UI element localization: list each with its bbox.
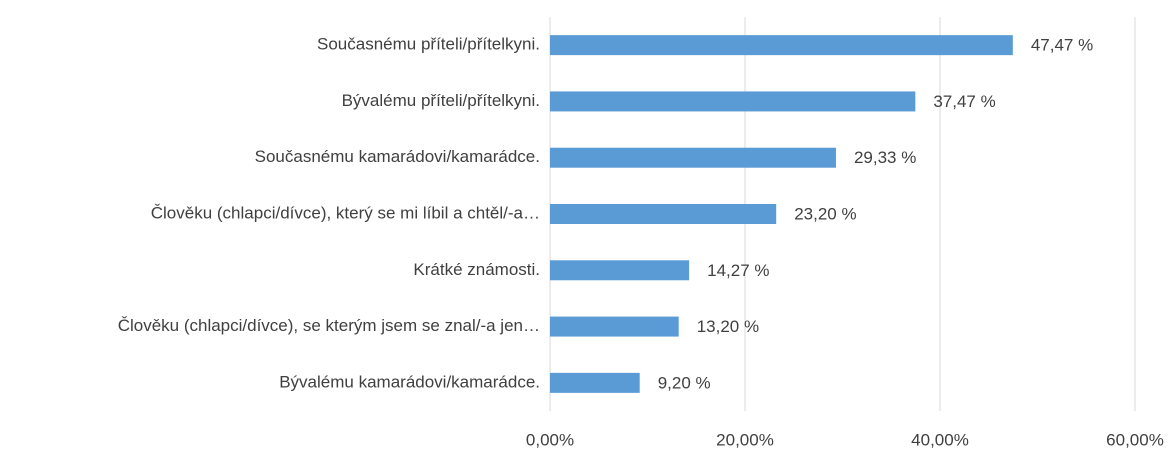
y-tick-label: Krátké známosti. [413, 260, 540, 279]
value-label: 13,20 % [697, 317, 759, 336]
value-label: 47,47 % [1031, 36, 1093, 55]
bar [550, 35, 1013, 56]
value-label: 29,33 % [854, 148, 916, 167]
bar [550, 147, 836, 168]
x-tick-label: 40,00% [911, 430, 969, 449]
bar [550, 316, 679, 337]
bar [550, 91, 916, 112]
bar [550, 372, 640, 393]
value-label: 23,20 % [794, 204, 856, 223]
y-tick-label: Člověku (chlapci/dívce), se kterým jsem … [118, 316, 540, 335]
y-tick-label: Bývalému příteli/přítelkyni. [342, 91, 540, 110]
value-label: 9,20 % [658, 373, 711, 392]
value-label: 37,47 % [933, 92, 995, 111]
x-tick-label: 60,00% [1106, 430, 1164, 449]
y-tick-label: Současnému příteli/přítelkyni. [317, 35, 540, 54]
y-tick-label: Bývalému kamarádovi/kamarádce. [279, 372, 540, 391]
y-tick-label: Současnému kamarádovi/kamarádce. [255, 147, 540, 166]
bar [550, 260, 690, 281]
bar [550, 204, 777, 224]
value-label: 14,27 % [707, 261, 769, 280]
x-tick-label: 0,00% [526, 430, 574, 449]
y-tick-label: Člověku (chlapci/dívce), který se mi líb… [151, 203, 540, 222]
x-tick-label: 20,00% [716, 430, 774, 449]
